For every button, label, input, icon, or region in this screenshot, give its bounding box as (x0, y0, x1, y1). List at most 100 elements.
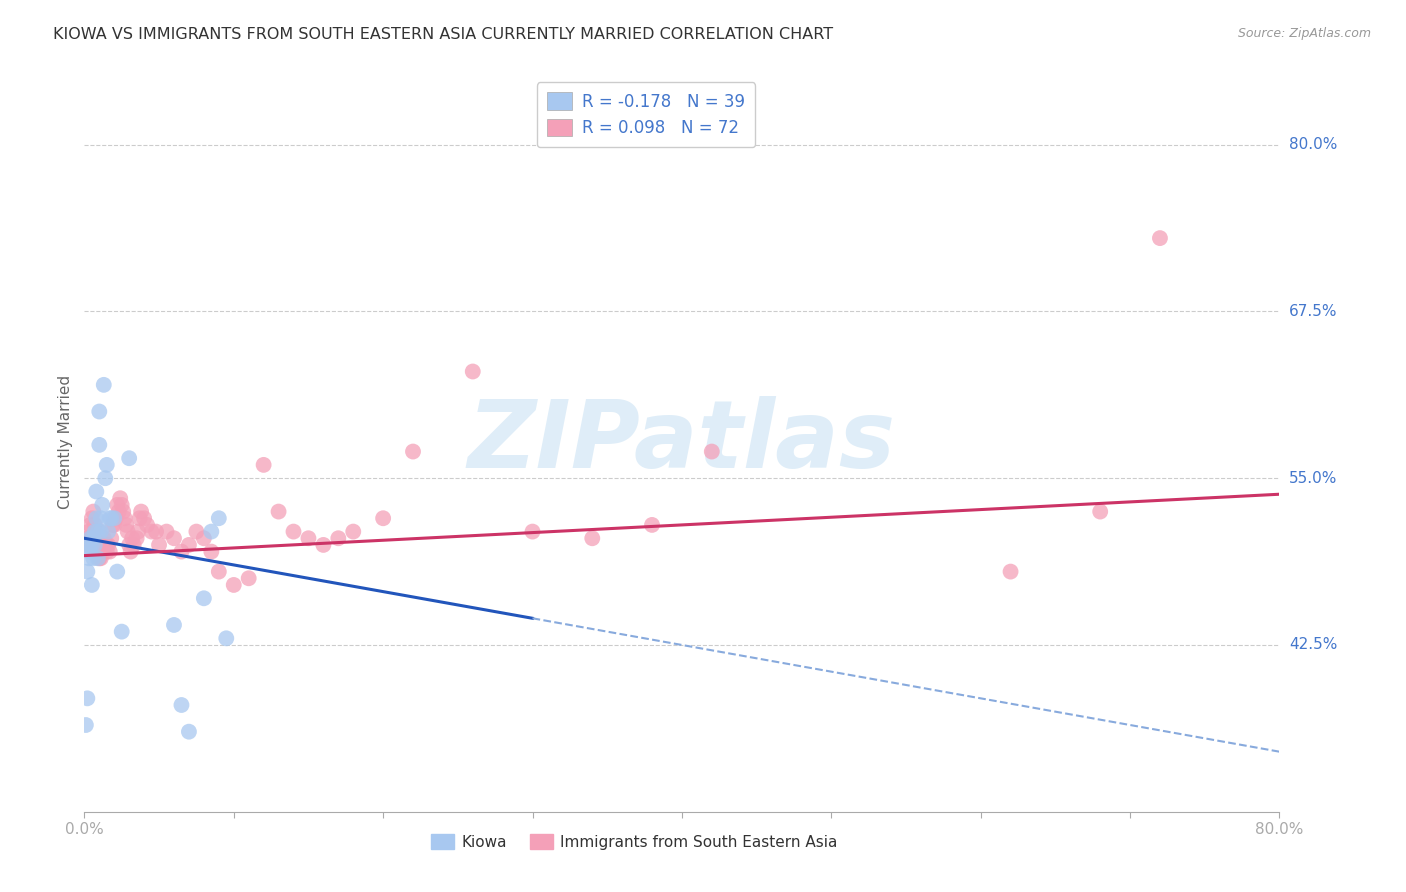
Point (222, 578, 245, 592)
Point (215, 632, 238, 646)
Text: Source: ZipAtlas.com: Source: ZipAtlas.com (1237, 27, 1371, 40)
Point (104, 511, 127, 525)
Point (186, 524, 208, 539)
Legend: Kiowa, Immigrants from South Eastern Asia: Kiowa, Immigrants from South Eastern Asi… (425, 828, 844, 856)
Point (208, 565, 231, 579)
Point (93, 531, 115, 545)
Point (83, 517, 105, 532)
Point (98, 544, 121, 558)
Point (118, 538, 141, 552)
Text: ZIPatlas: ZIPatlas (468, 395, 896, 488)
Point (402, 444, 425, 458)
Point (581, 531, 603, 545)
Point (238, 571, 260, 585)
Point (112, 505, 135, 519)
Point (461, 364, 484, 378)
Point (76, 531, 98, 545)
Point (170, 544, 193, 558)
Point (89, 438, 111, 452)
Point (110, 491, 132, 506)
Point (114, 511, 136, 525)
Point (105, 498, 128, 512)
Point (177, 538, 200, 552)
Point (177, 724, 200, 739)
Point (87, 524, 110, 539)
Point (77, 524, 100, 539)
Point (120, 544, 142, 558)
Point (90, 524, 112, 539)
Point (103, 511, 125, 525)
Point (97, 538, 120, 552)
Point (80, 538, 103, 552)
Point (118, 451, 141, 466)
Point (83, 538, 105, 552)
Point (80, 578, 103, 592)
Point (267, 505, 290, 519)
Point (96, 458, 118, 472)
Point (76, 691, 98, 706)
Point (90, 551, 112, 566)
Point (86, 484, 108, 499)
Point (82, 551, 104, 566)
Point (145, 524, 167, 539)
Point (75, 718, 97, 732)
Point (129, 505, 152, 519)
Point (115, 517, 138, 532)
Point (283, 524, 305, 539)
Point (127, 524, 149, 539)
Point (200, 544, 222, 558)
Point (79, 531, 101, 545)
Y-axis label: Currently Married: Currently Married (58, 375, 73, 508)
Point (1000, 565, 1022, 579)
Text: 42.5%: 42.5% (1289, 638, 1337, 652)
Point (87, 551, 110, 566)
Point (170, 698, 193, 712)
Point (193, 591, 215, 606)
Point (91, 498, 114, 512)
Point (128, 511, 150, 525)
Point (80, 538, 103, 552)
Point (93, 377, 115, 392)
Point (100, 511, 122, 525)
Point (200, 524, 222, 539)
Point (121, 531, 143, 545)
Point (76, 565, 98, 579)
Point (208, 511, 231, 525)
Point (155, 524, 177, 539)
Point (132, 511, 156, 525)
Point (328, 531, 350, 545)
Text: 55.0%: 55.0% (1289, 471, 1337, 486)
Point (342, 524, 364, 539)
Point (253, 458, 276, 472)
Point (122, 538, 145, 552)
Point (91, 538, 114, 552)
Point (111, 624, 134, 639)
Point (125, 531, 148, 545)
Point (1149, 231, 1171, 245)
Point (373, 511, 395, 525)
Point (87, 531, 110, 545)
Point (86, 511, 108, 525)
Point (148, 538, 170, 552)
Point (96, 538, 118, 552)
Point (111, 498, 134, 512)
Point (79, 517, 101, 532)
Point (1090, 505, 1112, 519)
Text: 67.5%: 67.5% (1289, 304, 1337, 319)
Point (163, 618, 186, 632)
Point (101, 517, 124, 532)
Text: KIOWA VS IMMIGRANTS FROM SOUTH EASTERN ASIA CURRENTLY MARRIED CORRELATION CHART: KIOWA VS IMMIGRANTS FROM SOUTH EASTERN A… (53, 27, 834, 42)
Point (641, 517, 664, 532)
Point (96, 544, 118, 558)
Point (522, 524, 544, 539)
Point (103, 517, 125, 532)
Point (94, 538, 117, 552)
Point (89, 551, 111, 566)
Point (75, 538, 97, 552)
Point (107, 505, 129, 519)
Point (83, 524, 105, 539)
Point (100, 531, 122, 545)
Point (90, 511, 112, 525)
Point (97, 524, 120, 539)
Point (94, 471, 117, 485)
